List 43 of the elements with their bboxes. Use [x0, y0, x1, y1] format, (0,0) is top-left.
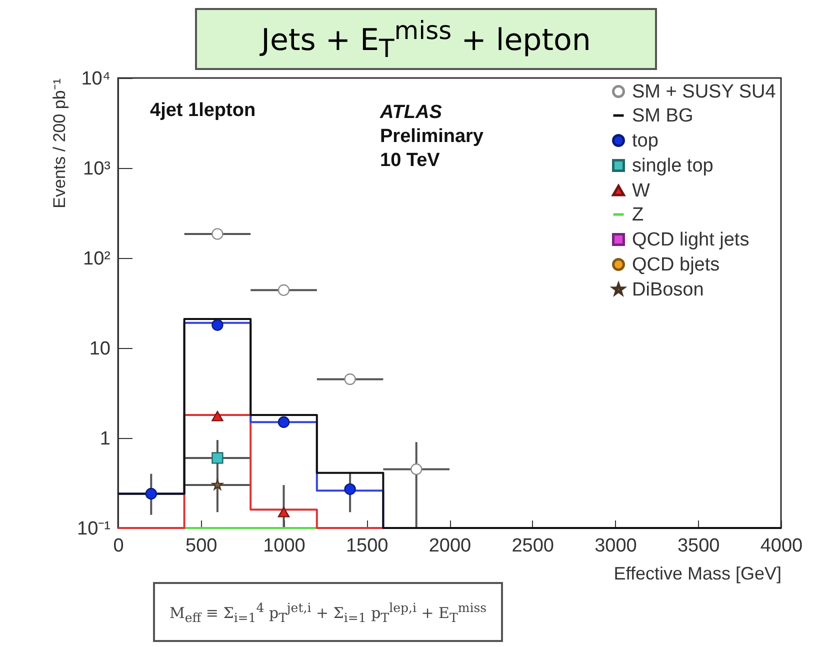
point [344, 373, 356, 386]
point [278, 416, 290, 428]
point [278, 507, 290, 518]
legend-label: Z [632, 204, 644, 226]
point [212, 452, 224, 464]
point [212, 479, 224, 490]
y-axis-title: Events / 200 pb⁻¹ [50, 78, 70, 208]
y-tick-label: 10² [83, 248, 110, 270]
point [212, 228, 224, 240]
point [145, 488, 157, 500]
x-tick-label: 0 [113, 536, 124, 556]
legend-label: QCD light jets [632, 230, 750, 250]
y-tick-label: 10⁴ [81, 68, 110, 90]
legend-label: SM + SUSY SU4 [632, 82, 776, 102]
x-tick-label: 1500 [346, 536, 388, 556]
legend-label: top [632, 130, 658, 152]
x-axis-title: Effective Mass [GeV] [614, 564, 782, 584]
point [410, 463, 422, 476]
y-tick-label: 10³ [83, 158, 110, 180]
point [278, 284, 290, 296]
chart-title: Jets + E$_{T}$$^{miss}$ + lepton [261, 16, 591, 62]
annotation: ATLAS [379, 102, 442, 123]
annotation: Preliminary [380, 126, 484, 147]
legend-label: single top [632, 156, 714, 176]
legend-label: QCD bjets [632, 254, 720, 276]
x-tick-label: 500 [186, 536, 218, 556]
legend-label: W [632, 180, 650, 202]
y-tick-label: 1 [100, 428, 110, 450]
y-tick-label: 10 [89, 338, 110, 360]
x-tick-label: 4000 [760, 536, 803, 556]
x-tick-label: 3000 [594, 536, 637, 556]
point [212, 410, 224, 422]
x-tick-label: 3500 [677, 536, 720, 556]
x-tick-label: 1000 [263, 536, 306, 556]
y-tick-label: 10⁻¹ [77, 518, 110, 540]
legend-label: SM BG [632, 106, 694, 126]
point [344, 483, 356, 496]
annotation: 10 TeV [380, 150, 440, 171]
legend-label: DiBoson [632, 280, 704, 300]
x-tick-label: 2500 [512, 536, 554, 556]
annotation: 4jet 1lepton [150, 100, 256, 121]
x-tick-label: 2000 [428, 536, 472, 556]
point [212, 319, 224, 331]
